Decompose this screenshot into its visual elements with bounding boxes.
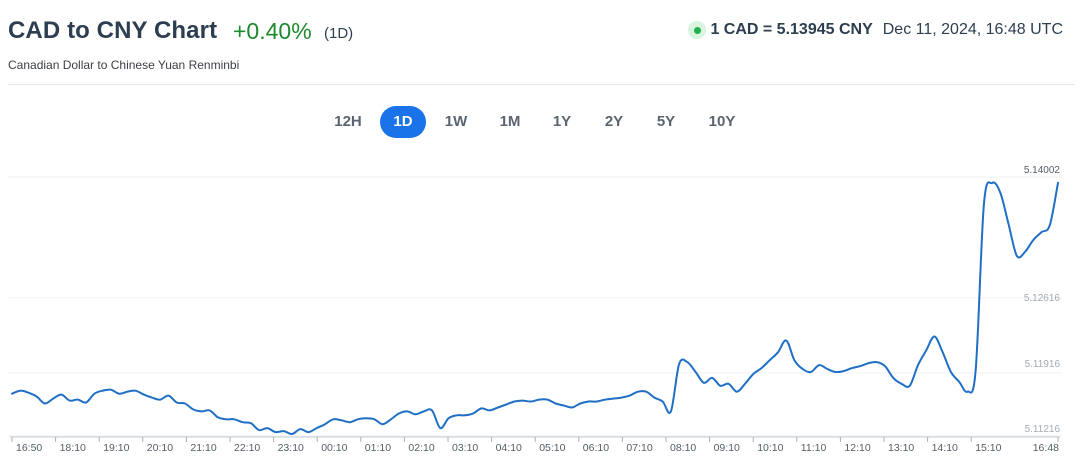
- x-tick-label: 03:10: [452, 442, 478, 454]
- y-tick-label: 5.11916: [1025, 359, 1061, 370]
- x-tick-label: 11:10: [801, 442, 827, 454]
- period-tabs: 12H 1D 1W 1M 1Y 2Y 5Y 10Y: [0, 106, 1083, 138]
- x-tick-label: 06:10: [583, 442, 609, 454]
- live-rate: 1 CAD = 5.13945 CNY Dec 11, 2024, 16:48 …: [688, 18, 1063, 42]
- tab-2y[interactable]: 2Y: [604, 113, 624, 130]
- x-tick-label: 04:10: [496, 442, 522, 454]
- x-tick-label: 23:10: [278, 442, 304, 454]
- period-label: (1D): [324, 25, 354, 42]
- tab-1d[interactable]: 1D: [380, 106, 426, 138]
- x-tick-label: 16:48: [1033, 442, 1059, 454]
- tab-10y[interactable]: 10Y: [708, 113, 736, 130]
- header-divider: [8, 84, 1075, 85]
- x-tick-label: 07:10: [626, 442, 652, 454]
- percent-change: +0.40%: [233, 18, 312, 44]
- page-title: CAD to CNY Chart: [8, 17, 218, 44]
- x-tick-label: 08:10: [670, 442, 696, 454]
- x-tick-label: 12:10: [844, 442, 870, 454]
- x-tick-label: 15:10: [975, 442, 1001, 454]
- tab-1w[interactable]: 1W: [444, 113, 468, 130]
- exchange-rate: 1 CAD = 5.13945 CNY: [710, 21, 873, 38]
- x-tick-label: 16:50: [16, 442, 42, 454]
- chart-header: CAD to CNY Chart +0.40% (1D): [8, 14, 1075, 54]
- x-tick-label: 01:10: [365, 442, 391, 454]
- x-tick-label: 18:10: [60, 442, 86, 454]
- y-tick-label: 5.14002: [1024, 165, 1061, 176]
- price-line: [11, 181, 1059, 436]
- x-tick-label: 10:10: [757, 442, 783, 454]
- x-tick-label: 00:10: [321, 442, 347, 454]
- tab-1y[interactable]: 1Y: [552, 113, 572, 130]
- x-tick-label: 02:10: [408, 442, 434, 454]
- y-tick-label: 5.12616: [1024, 293, 1061, 304]
- tab-5y[interactable]: 5Y: [656, 113, 676, 130]
- x-tick-label: 13:10: [888, 442, 914, 454]
- x-tick-label: 09:10: [714, 442, 740, 454]
- x-tick-label: 05:10: [539, 442, 565, 454]
- x-tick-label: 19:10: [103, 442, 129, 454]
- page-subtitle: Canadian Dollar to Chinese Yuan Renminbi: [8, 58, 240, 72]
- x-tick-label: 20:10: [147, 442, 173, 454]
- tab-1m[interactable]: 1M: [499, 113, 521, 130]
- tab-12h[interactable]: 12H: [334, 113, 362, 130]
- x-tick-label: 21:10: [190, 442, 216, 454]
- x-tick-label: 22:10: [234, 442, 260, 454]
- live-status-icon: [688, 21, 707, 39]
- y-tick-label: 5.11216: [1025, 424, 1061, 435]
- x-tick-label: 14:10: [932, 442, 958, 454]
- rate-timestamp: Dec 11, 2024, 16:48 UTC: [882, 21, 1063, 38]
